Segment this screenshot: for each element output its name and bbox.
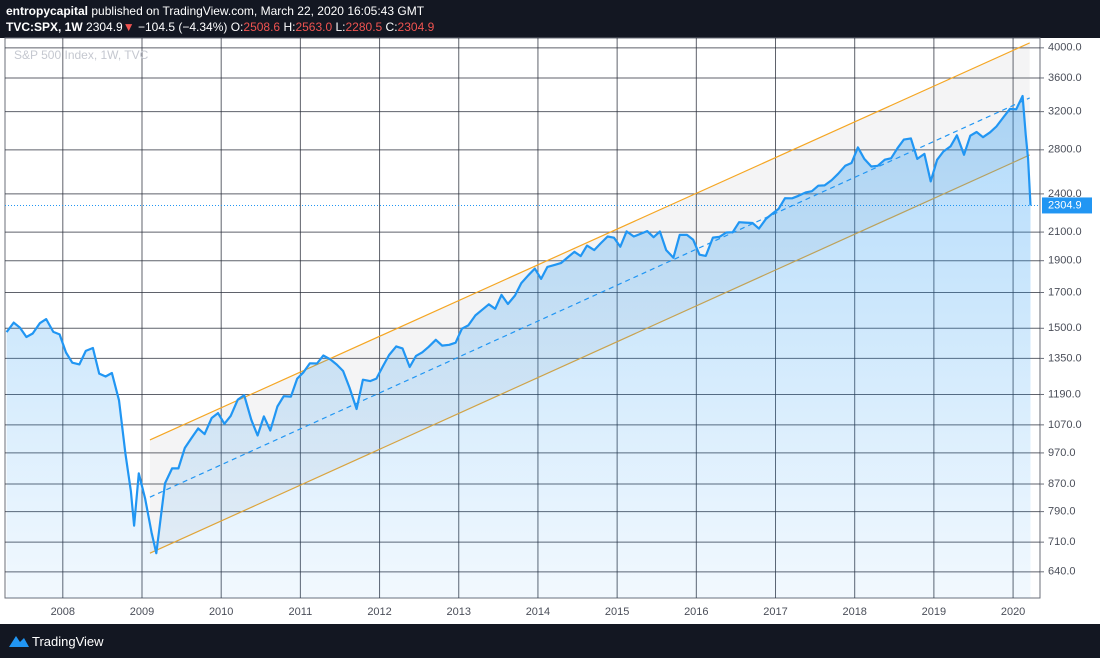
last: 2304.9 (86, 20, 123, 34)
x-tick-label: 2018 (842, 606, 866, 618)
chart: S&P 500 Index, 1W, TVC 2008 2009 2010 2011 2… (4, 37, 1092, 618)
y-tick-label: 3600.0 (1048, 72, 1082, 84)
y-tick-label: 1070.0 (1048, 419, 1082, 431)
published: published on TradingView.com, March 22, … (91, 4, 425, 18)
close-label: C: (385, 20, 398, 34)
y-tick-label: 640.0 (1048, 566, 1076, 578)
x-tick-label: 2020 (1001, 606, 1025, 618)
y-tick-label: 710.0 (1048, 536, 1076, 548)
footer: TradingView (0, 624, 1100, 658)
high: 2563.0 (295, 20, 333, 34)
x-tick-label: 2010 (209, 606, 233, 618)
x-tick-label: 2016 (684, 606, 708, 618)
x-tick-label: 2011 (289, 606, 313, 618)
x-tick-label: 2013 (447, 606, 471, 618)
x-tick-label: 2019 (922, 606, 946, 618)
y-tick-label: 4000.0 (1048, 42, 1082, 54)
x-tick-label: 2014 (526, 606, 550, 618)
brand: TradingView (32, 634, 104, 649)
quote-line: TVC:SPX, 1W 2304.9▼ −104.5 (−4.34%) O:25… (6, 20, 434, 34)
open-label: O: (230, 20, 244, 34)
x-tick-label: 2015 (605, 606, 629, 618)
x-tick-label: 2012 (367, 606, 391, 618)
y-tick-label: 1350.0 (1048, 352, 1082, 364)
y-tick-label: 2800.0 (1048, 144, 1082, 156)
y-tick-label: 970.0 (1048, 447, 1076, 459)
area (6, 96, 1031, 598)
last-price-box (1042, 197, 1092, 214)
y-tick-label: 1500.0 (1048, 322, 1082, 334)
change: −104.5 (−4.34%) (137, 20, 228, 34)
x-tick-label: 2008 (51, 606, 75, 618)
x-tick-label: 2017 (763, 606, 787, 618)
high-label: H: (283, 20, 296, 34)
channel-upper (149, 42, 1030, 441)
y-tick-label: 790.0 (1048, 506, 1076, 518)
header: entropycapital published on TradingView.… (0, 0, 1100, 38)
price-line (5, 94, 1032, 555)
y-tick-label: 1900.0 (1048, 255, 1082, 267)
low: 2280.5 (345, 20, 383, 34)
logo (9, 636, 29, 647)
y-tick-label: 870.0 (1048, 478, 1076, 490)
publish-line: entropycapital published on TradingView.… (6, 4, 424, 18)
low-label: L: (335, 20, 346, 34)
close: 2304.9 (397, 20, 435, 34)
y-tick-label: 1700.0 (1048, 286, 1082, 298)
watermark: S&P 500 Index, 1W, TVC (14, 48, 149, 62)
arrow: ▼ (122, 20, 135, 34)
y-tick-label: 1190.0 (1048, 388, 1081, 400)
y-tick-label: 2400.0 (1048, 188, 1082, 200)
y-tick-label: 3200.0 (1048, 106, 1082, 118)
open: 2508.6 (243, 20, 281, 34)
author: entropycapital (6, 4, 89, 18)
symbol: TVC:SPX, 1W (6, 20, 83, 34)
last-price-label: 2304.9 (1048, 199, 1082, 211)
x-tick-label: 2009 (130, 606, 154, 618)
y-tick-label: 2100.0 (1048, 226, 1082, 238)
